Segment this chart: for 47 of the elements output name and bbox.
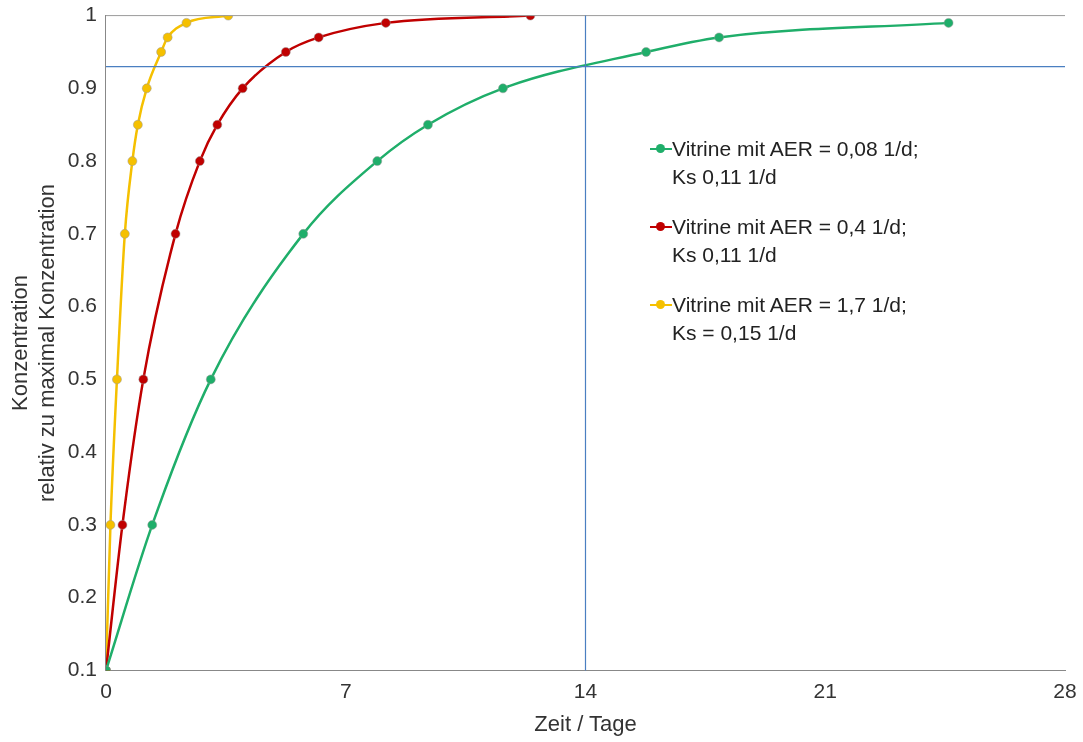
point — [147, 520, 157, 530]
point — [498, 83, 508, 94]
x-tick-label: 21 — [813, 678, 837, 702]
legend-label: Vitrine mit AER = 1,7 1/d; Ks = 0,15 1/d — [672, 292, 908, 346]
point — [372, 156, 383, 166]
y-tick-label: 0.6 — [67, 293, 97, 317]
point — [714, 32, 724, 43]
legend-label: Vitrine mit AER = 0,08 1/d; Ks 0,11 1/d — [672, 136, 920, 190]
y-tick-label: 0.9 — [67, 75, 97, 99]
point — [641, 47, 651, 57]
y-tick-label: 1 — [85, 2, 97, 26]
y-tick-label: 0.8 — [67, 147, 97, 171]
x-tick-label: 14 — [573, 678, 598, 702]
y-tick-label: 0.5 — [67, 366, 97, 390]
y-tick-label: 0.3 — [67, 511, 97, 535]
point — [313, 32, 324, 43]
x-tick-label: 7 — [339, 678, 352, 702]
y-axis-title: Konzentration relativ zu maximal Konzentration — [7, 184, 59, 502]
legend-label: Vitrine mit AER = 0,4 1/d; Ks 0,11 1/d — [672, 214, 908, 268]
point — [195, 156, 205, 166]
point — [181, 18, 192, 28]
point — [117, 520, 128, 530]
x-axis-title: Zeit / Tage — [534, 710, 637, 736]
point — [162, 32, 173, 43]
point — [206, 374, 216, 385]
point — [120, 229, 130, 239]
point — [423, 119, 433, 130]
point — [212, 119, 223, 130]
point — [381, 18, 391, 28]
point — [943, 18, 954, 28]
point — [237, 83, 248, 94]
y-tick-label: 0.7 — [67, 220, 97, 244]
point — [298, 229, 309, 239]
point — [281, 47, 291, 57]
point — [138, 374, 149, 385]
x-tick-label: 28 — [1053, 678, 1077, 702]
x-tick-label: 0 — [100, 678, 112, 702]
y-tick-label: 0.4 — [67, 438, 98, 462]
point — [105, 520, 116, 530]
y-tick-label: 0.1 — [67, 657, 97, 681]
point — [170, 229, 181, 239]
point — [142, 83, 152, 94]
point — [156, 47, 166, 57]
point — [133, 119, 143, 130]
point — [127, 156, 138, 166]
point — [112, 374, 122, 385]
y-tick-label: 0.2 — [67, 584, 97, 608]
